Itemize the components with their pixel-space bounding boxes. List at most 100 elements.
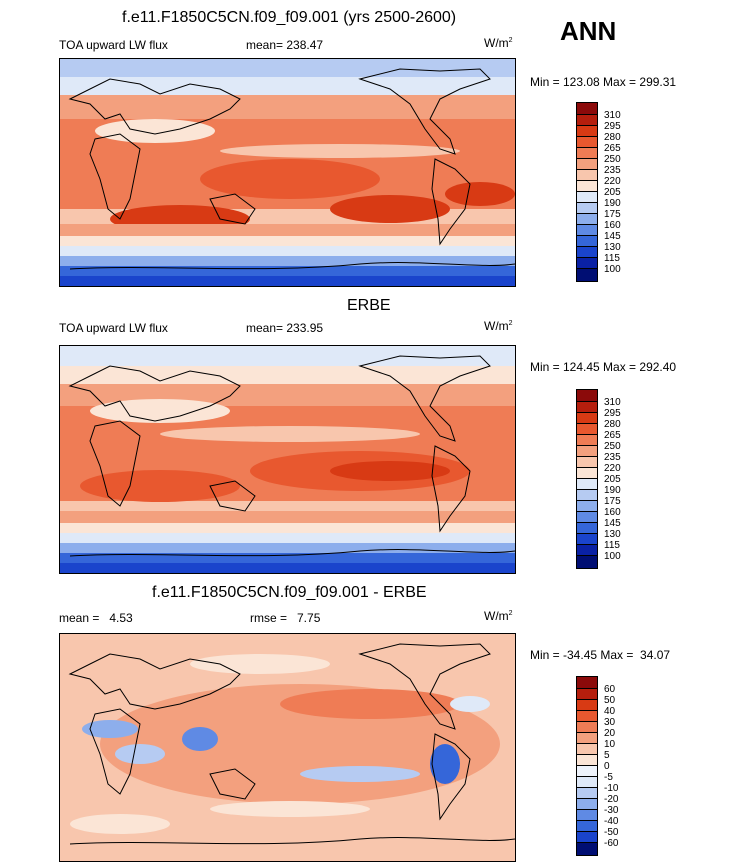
colorbar-tick: 190: [604, 485, 621, 496]
colorbar-swatch: [577, 777, 597, 788]
panel-3-title: f.e11.F1850C5CN.f09_f09.001 - ERBE: [152, 584, 427, 601]
colorbar-tick: 160: [604, 220, 621, 231]
colorbar-swatch: [577, 545, 597, 556]
colorbar-swatch: [577, 534, 597, 545]
panel-3-map: [59, 633, 516, 862]
colorbar-swatch: [577, 390, 597, 402]
colorbar-swatch: [577, 159, 597, 170]
colorbar-swatch: [577, 247, 597, 258]
panel-3-minmax: Min = -34.45 Max = 34.07: [530, 648, 671, 662]
colorbar-tick: 220: [604, 176, 621, 187]
panel-1-colorbar: [576, 102, 598, 282]
colorbar-tick: 175: [604, 209, 621, 220]
colorbar-tick: 30: [604, 717, 616, 728]
colorbar-swatch: [577, 733, 597, 744]
colorbar-swatch: [577, 148, 597, 159]
colorbar-swatch: [577, 126, 597, 137]
colorbar-swatch: [577, 468, 597, 479]
colorbar-swatch: [577, 799, 597, 810]
colorbar-tick: 190: [604, 198, 621, 209]
colorbar-tick: 310: [604, 110, 621, 121]
colorbar-tick: -50: [604, 827, 619, 838]
panel-1-map: [59, 58, 516, 287]
colorbar-swatch: [577, 689, 597, 700]
colorbar-swatch: [577, 258, 597, 269]
colorbar-swatch: [577, 810, 597, 821]
panel-2-colorbar: [576, 389, 598, 569]
colorbar-tick: 310: [604, 397, 621, 408]
colorbar-tick: 115: [604, 540, 620, 551]
colorbar-swatch: [577, 203, 597, 214]
colorbar-tick: -60: [604, 838, 619, 849]
colorbar-tick: 205: [604, 187, 621, 198]
colorbar-swatch: [577, 788, 597, 799]
colorbar-tick: 5: [604, 750, 610, 761]
colorbar-tick: 220: [604, 463, 621, 474]
panel-3-field: [60, 634, 515, 861]
colorbar-tick: 130: [604, 242, 621, 253]
colorbar-tick: 175: [604, 496, 621, 507]
colorbar-swatch: [577, 214, 597, 225]
colorbar-swatch: [577, 556, 597, 568]
colorbar-tick: 50: [604, 695, 616, 706]
colorbar-swatch: [577, 137, 597, 148]
colorbar-tick: 130: [604, 529, 621, 540]
colorbar-swatch: [577, 744, 597, 755]
colorbar-tick: 265: [604, 430, 621, 441]
colorbar-swatch: [577, 479, 597, 490]
colorbar-tick: -5: [604, 772, 613, 783]
panel-2-map: [59, 345, 516, 574]
season-label: ANN: [560, 16, 617, 46]
colorbar-swatch: [577, 722, 597, 733]
colorbar-swatch: [577, 490, 597, 501]
colorbar-swatch: [577, 192, 597, 203]
colorbar-tick: 205: [604, 474, 621, 485]
colorbar-tick: 280: [604, 132, 621, 143]
colorbar-tick: 295: [604, 408, 621, 419]
colorbar-swatch: [577, 236, 597, 247]
colorbar-tick: 250: [604, 441, 621, 452]
panel-2-field: [60, 346, 515, 573]
colorbar-tick: 145: [604, 518, 621, 529]
colorbar-swatch: [577, 677, 597, 689]
panel-3-rmse: rmse = 7.75: [250, 611, 321, 625]
colorbar-tick: 280: [604, 419, 621, 430]
colorbar-tick: 20: [604, 728, 616, 739]
colorbar-swatch: [577, 512, 597, 523]
panel-1-title: f.e11.F1850C5CN.f09_f09.001 (yrs 2500-26…: [122, 9, 457, 26]
panel-2-title: ERBE: [347, 297, 391, 314]
panel-1-field: [60, 59, 515, 286]
colorbar-tick: -20: [604, 794, 619, 805]
colorbar-swatch: [577, 711, 597, 722]
colorbar-swatch: [577, 435, 597, 446]
colorbar-tick: 100: [604, 264, 621, 275]
colorbar-tick: 295: [604, 121, 621, 132]
colorbar-tick: 10: [604, 739, 616, 750]
colorbar-tick: -40: [604, 816, 619, 827]
colorbar-tick: 60: [604, 684, 616, 695]
panel-1-units: W/m2: [484, 36, 513, 50]
colorbar-tick: -30: [604, 805, 619, 816]
colorbar-tick: 0: [604, 761, 610, 772]
colorbar-swatch: [577, 501, 597, 512]
colorbar-tick: 115: [604, 253, 620, 264]
colorbar-swatch: [577, 424, 597, 435]
colorbar-tick: 235: [604, 452, 621, 463]
colorbar-swatch: [577, 843, 597, 855]
panel-2-mean: mean= 233.95: [246, 321, 324, 335]
colorbar-swatch: [577, 269, 597, 281]
panel-2-left-label: TOA upward LW flux: [59, 321, 168, 335]
panel-3-colorbar: [576, 676, 598, 856]
colorbar-swatch: [577, 413, 597, 424]
colorbar-swatch: [577, 832, 597, 843]
colorbar-swatch: [577, 700, 597, 711]
colorbar-tick: 160: [604, 507, 621, 518]
colorbar-swatch: [577, 225, 597, 236]
colorbar-swatch: [577, 103, 597, 115]
colorbar-swatch: [577, 755, 597, 766]
panel-2-minmax: Min = 124.45 Max = 292.40: [530, 360, 677, 374]
panel-1-minmax: Min = 123.08 Max = 299.31: [530, 75, 677, 89]
colorbar-tick: -10: [604, 783, 619, 794]
colorbar-tick: 265: [604, 143, 621, 154]
colorbar-swatch: [577, 821, 597, 832]
